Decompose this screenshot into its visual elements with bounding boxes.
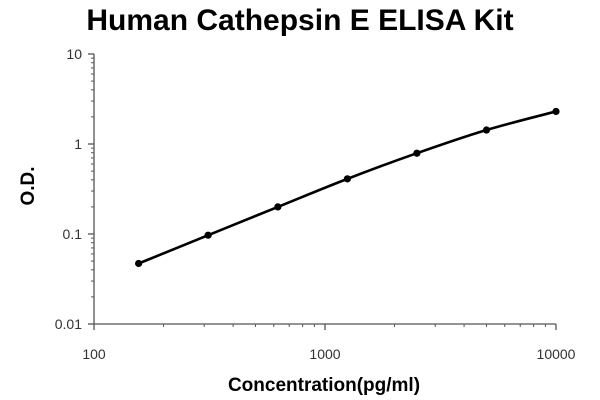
chart-title: Human Cathepsin E ELISA Kit [86, 4, 514, 37]
y-tick-label: 0.1 [63, 226, 83, 242]
data-point [343, 175, 351, 183]
x-tick-label: 10000 [537, 346, 576, 362]
data-point [204, 231, 212, 239]
x-tick-label: 100 [82, 346, 106, 362]
data-point [135, 259, 143, 268]
y-axis-title: O.D. [18, 166, 39, 205]
series-line [137, 110, 558, 265]
series [135, 107, 560, 268]
data-point [274, 203, 282, 211]
ticks: 0.01 0.1 1 10 100 1000 10000 [55, 46, 576, 362]
data-point [552, 107, 560, 116]
data-point [413, 149, 421, 157]
y-tick-label: 0.01 [55, 316, 82, 332]
y-tick-label: 10 [66, 46, 82, 62]
data-point [482, 126, 491, 134]
x-tick-label: 1000 [309, 346, 340, 362]
x-axis-title: Concentration(pg/ml) [228, 375, 420, 396]
y-tick-label: 1 [74, 136, 82, 152]
